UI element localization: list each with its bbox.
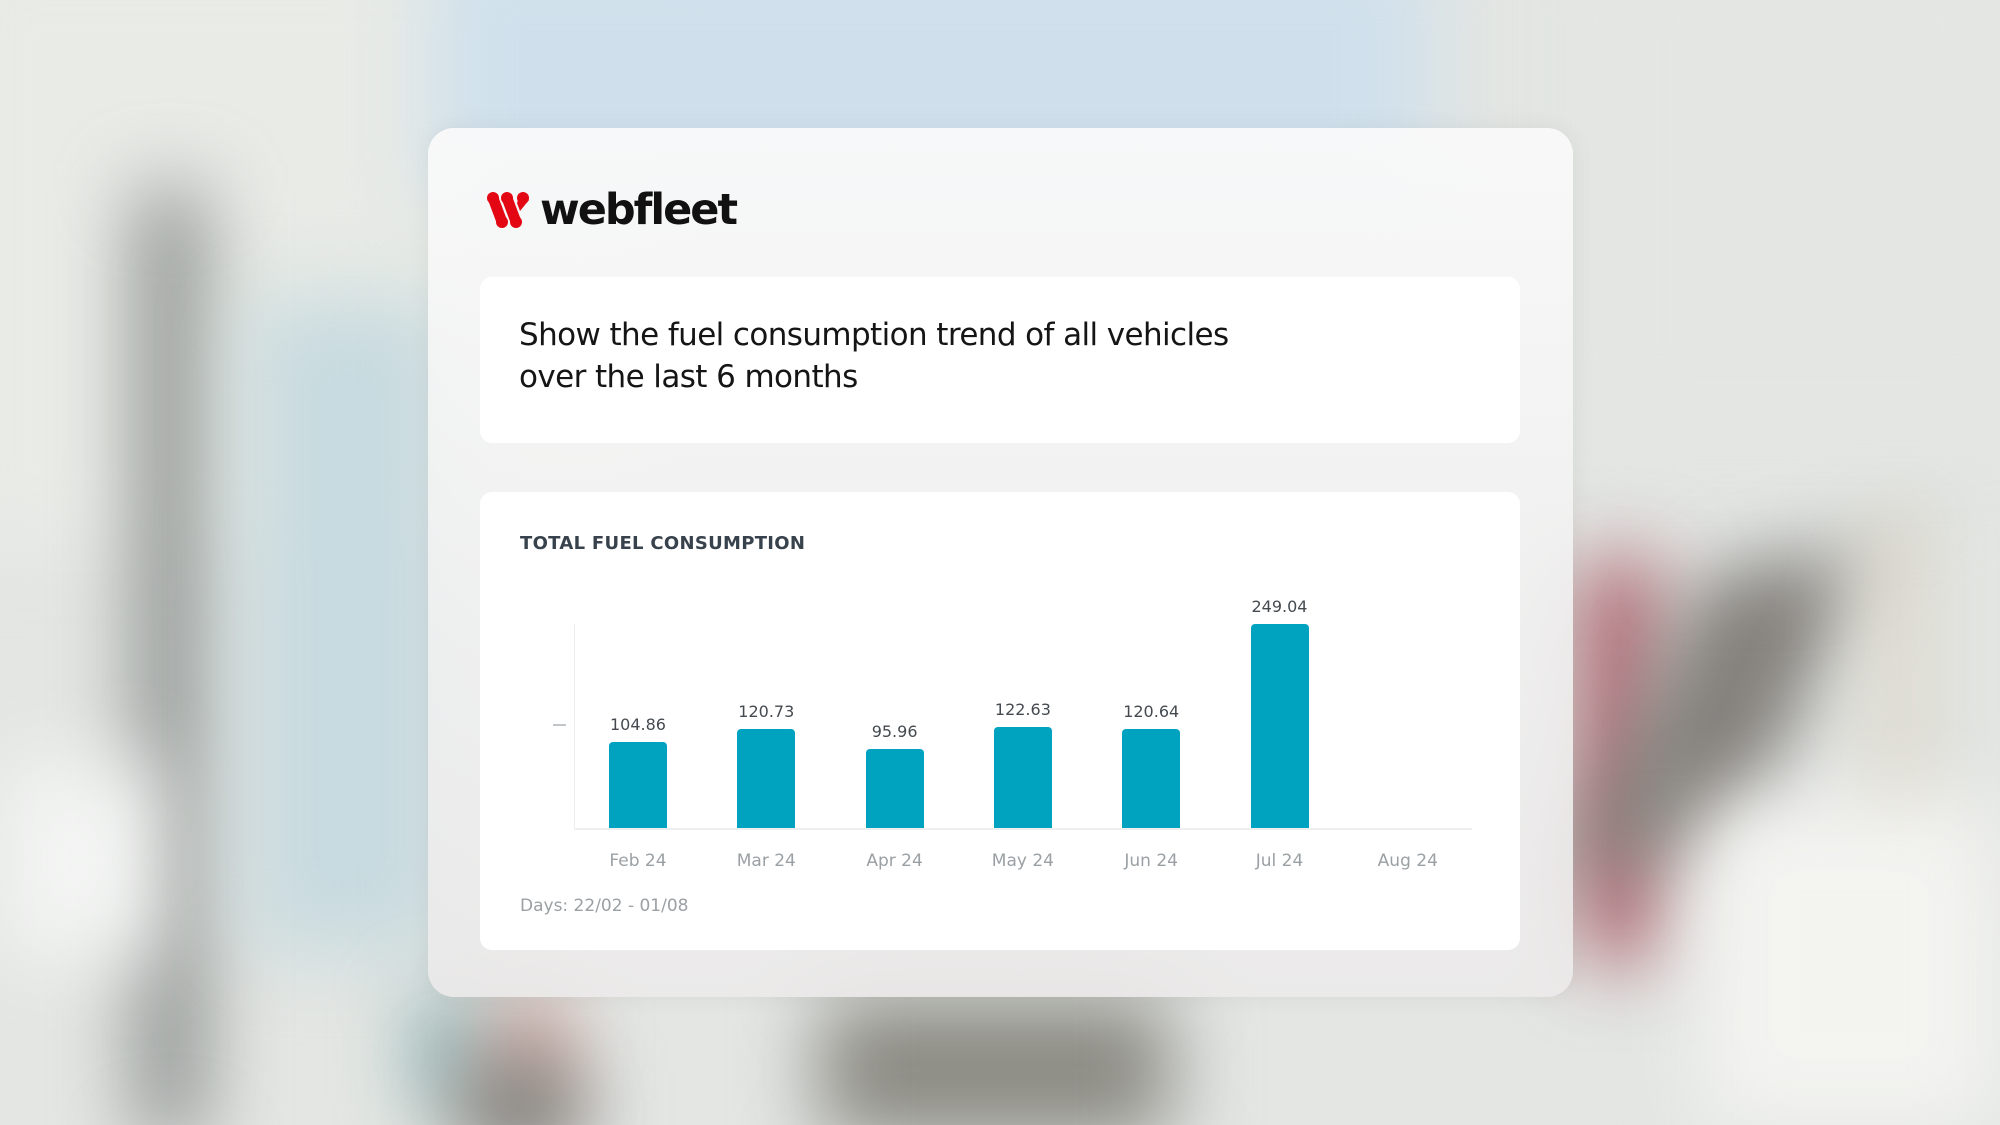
chart-title: TOTAL FUEL CONSUMPTION: [520, 533, 806, 554]
bar-value-label: 120.64: [1123, 702, 1180, 721]
bar[interactable]: [1250, 624, 1309, 828]
user-prompt-text: Show the fuel consumption trend of all v…: [519, 314, 1319, 398]
bar-value-label: 122.63: [994, 700, 1051, 719]
bar-value-label: 120.73: [738, 702, 795, 721]
bar[interactable]: [993, 727, 1052, 828]
x-axis-label: Jun 24: [1124, 851, 1178, 871]
y-axis-tick: [553, 724, 566, 726]
x-axis-label: Apr 24: [866, 851, 923, 871]
webfleet-w-mark-icon: [487, 192, 529, 228]
x-axis-line: [574, 828, 1472, 830]
bar[interactable]: [1122, 729, 1181, 828]
y-axis-line: [574, 624, 575, 828]
brand-name: webfleet: [540, 185, 738, 235]
bar[interactable]: [865, 749, 924, 828]
bar[interactable]: [737, 729, 796, 828]
bar-value-label: 249.04: [1251, 597, 1308, 616]
x-axis-label: Jul 24: [1255, 851, 1304, 871]
user-prompt-card: Show the fuel consumption trend of all v…: [480, 277, 1520, 443]
x-axis-label: May 24: [991, 851, 1054, 871]
webfleet-logo: webfleet: [486, 185, 738, 235]
date-range-text: Days: 22/02 - 01/08: [520, 896, 689, 916]
x-axis-label: Feb 24: [609, 851, 667, 871]
x-axis-label: Mar 24: [736, 851, 796, 871]
prompt-line-1: Show the fuel consumption trend of all v…: [519, 317, 1229, 353]
bar-value-label: 104.86: [610, 715, 666, 734]
bar[interactable]: [609, 742, 667, 828]
fuel-consumption-chart-card: TOTAL FUEL CONSUMPTION Days: 22/02 - 01/…: [480, 492, 1520, 950]
x-axis-label: Aug 24: [1377, 851, 1438, 871]
bar-value-label: 95.96: [871, 722, 918, 741]
prompt-line-2: over the last 6 months: [519, 359, 858, 395]
